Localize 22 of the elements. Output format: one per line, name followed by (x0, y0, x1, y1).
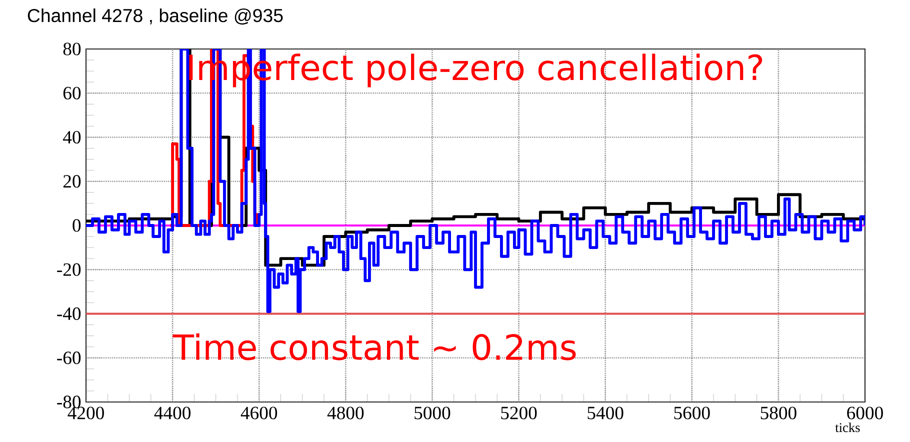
x-tick-label: 5800 (760, 406, 796, 420)
y-tick-label: -40 (57, 307, 81, 320)
x-tick-label: 6000 (847, 406, 883, 420)
x-tick-label: 5200 (501, 406, 537, 420)
y-tick-label: -80 (57, 396, 81, 408)
x-tick-label: 4400 (154, 406, 191, 420)
x-tick-label: 4800 (327, 406, 364, 420)
y-tick-label: -20 (57, 263, 81, 276)
y-tick-label: 0 (72, 219, 81, 232)
y-tick-label: 80 (63, 42, 81, 56)
y-tick-label: -60 (57, 352, 81, 364)
x-axis-title: ticks (835, 422, 860, 432)
y-tick-label: 40 (62, 130, 81, 144)
x-tick-label: 5000 (414, 406, 450, 420)
annotation: Time constant ~ 0.2ms (172, 333, 576, 360)
x-tick-label: 4200 (68, 406, 104, 420)
y-tick-label: 20 (63, 175, 81, 188)
chart-title: Channel 4278 , baseline @935 (28, 8, 283, 25)
x-tick-label: 5600 (674, 406, 710, 420)
x-tick-label: 5400 (588, 406, 624, 420)
x-tick-label: 4600 (240, 406, 278, 420)
y-tick-label: 60 (63, 86, 81, 100)
